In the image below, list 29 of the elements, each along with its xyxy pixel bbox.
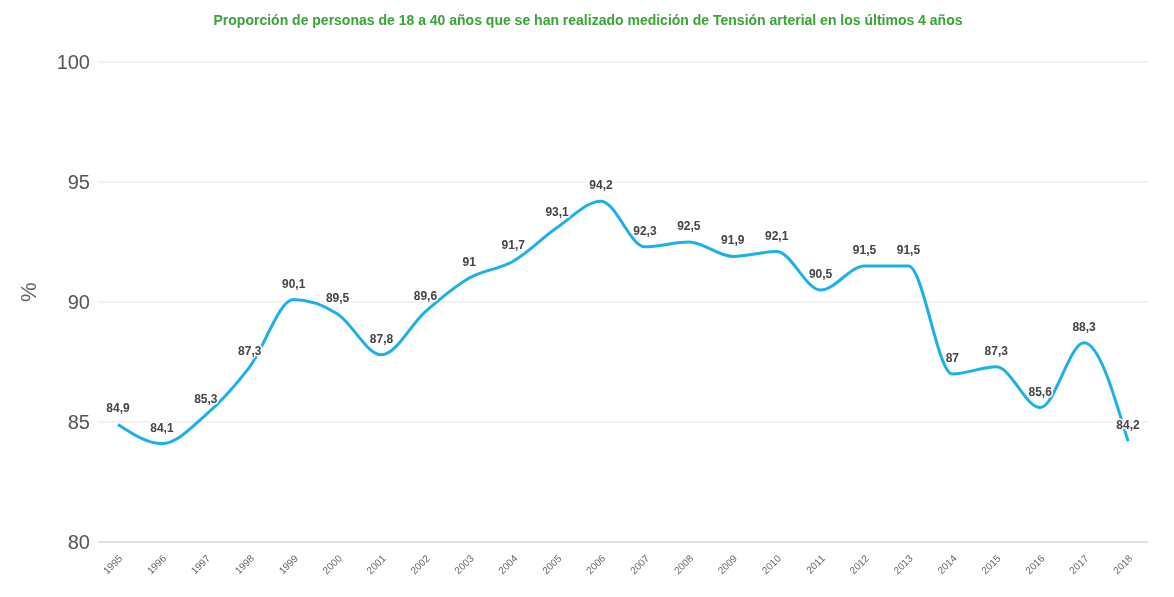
y-tick-label: 95	[67, 171, 90, 194]
data-label: 87	[945, 351, 960, 365]
data-label: 91,5	[852, 243, 877, 257]
data-label: 92,5	[677, 219, 701, 233]
data-label: 91,7	[501, 238, 526, 253]
data-label: 85,3	[194, 391, 218, 406]
data-label: 92,3	[633, 223, 657, 238]
y-axis-title: %	[15, 282, 41, 302]
data-label: 85,6	[1028, 384, 1053, 399]
y-tick-label: 85	[67, 411, 90, 434]
data-label: 90,5	[808, 267, 833, 281]
chart-title: Proporción de personas de 18 a 40 años que se han realizado medición de Tensión arterial en los últimos 4 años	[212, 11, 964, 30]
data-label: 91	[462, 255, 477, 269]
data-label: 84,1	[150, 420, 174, 435]
data-label: 87,8	[369, 331, 394, 346]
y-tick-label: 90	[67, 291, 90, 314]
data-label: 89,5	[325, 291, 350, 305]
y-tick-label: 80	[67, 531, 90, 554]
data-label: 90,1	[281, 276, 306, 291]
data-label: 94,2	[589, 178, 614, 193]
data-label: 87,3	[984, 343, 1009, 358]
data-label: 89,6	[413, 288, 438, 303]
data-label: 92,1	[765, 228, 789, 243]
y-tick-label: 100	[56, 51, 90, 74]
data-label: 93,1	[545, 204, 570, 219]
data-label: 91,9	[721, 233, 745, 248]
data-label: 91,5	[896, 243, 921, 257]
data-label: 84,9	[106, 401, 130, 416]
data-label: 88,3	[1072, 319, 1097, 334]
